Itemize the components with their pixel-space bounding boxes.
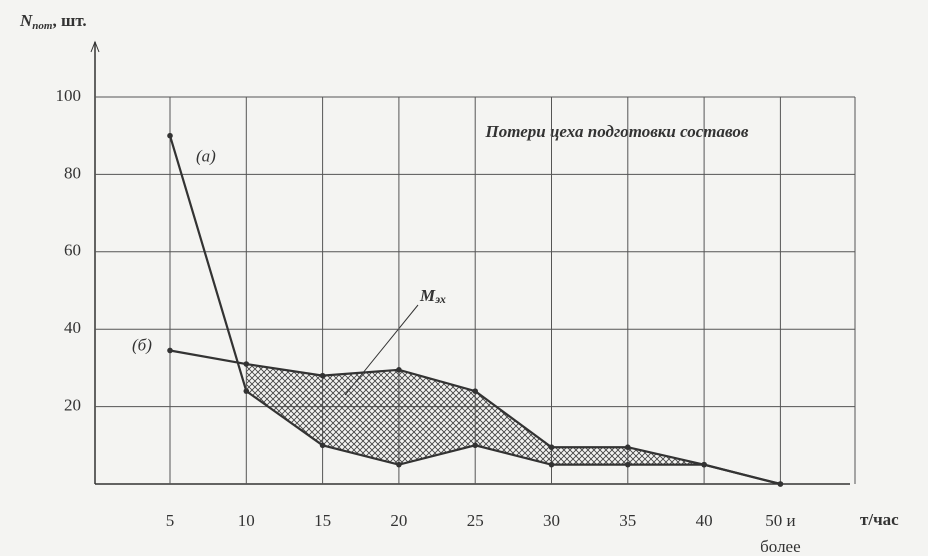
- point: [167, 347, 173, 354]
- point: [777, 481, 784, 487]
- annotation-sub: эх: [434, 292, 446, 306]
- point: [319, 442, 326, 449]
- point: [243, 388, 250, 394]
- point: [548, 444, 555, 451]
- x-tick-label: 35: [619, 511, 637, 530]
- point: [548, 461, 555, 468]
- y-tick-label: 20: [64, 396, 81, 415]
- y-label: Nпот, шт.: [19, 11, 87, 32]
- y-tick-label: 100: [56, 86, 82, 105]
- point: [243, 361, 250, 367]
- y-tick-label: 80: [64, 163, 81, 182]
- y-tick-label: 40: [64, 318, 81, 337]
- shaded-area: [246, 364, 781, 484]
- annotation: Мэх: [419, 286, 446, 306]
- y-label-unit: , шт.: [52, 11, 86, 30]
- point: [625, 444, 631, 451]
- point: [625, 461, 631, 468]
- y-arrow: [90, 40, 100, 53]
- point: [472, 442, 479, 449]
- point: [701, 461, 707, 468]
- x-tick-label: 5: [165, 511, 175, 530]
- chart-title: Потери цеха подготовки составов: [485, 122, 749, 141]
- point: [472, 388, 479, 394]
- x-tick-label: 15: [314, 511, 332, 530]
- y-label-sub: пот: [32, 20, 53, 32]
- x-label: т/час: [860, 510, 899, 529]
- annotation-main: М: [419, 286, 436, 305]
- point: [396, 367, 402, 373]
- x-tick-label: 30: [543, 511, 560, 530]
- x-tick-label: 25: [466, 511, 484, 530]
- point: [167, 132, 173, 139]
- y-label-main: N: [19, 11, 33, 30]
- x-tick-label: 40: [695, 511, 713, 530]
- series-label: (а): [196, 147, 216, 166]
- point: [396, 461, 402, 468]
- x-tick-label: 50 и более: [760, 511, 801, 556]
- x-tick-label: 10: [237, 511, 255, 530]
- point: [319, 372, 326, 379]
- y-tick-label: 60: [64, 241, 81, 260]
- x-tick-label: 20: [390, 511, 408, 530]
- series-label: (б): [132, 335, 152, 354]
